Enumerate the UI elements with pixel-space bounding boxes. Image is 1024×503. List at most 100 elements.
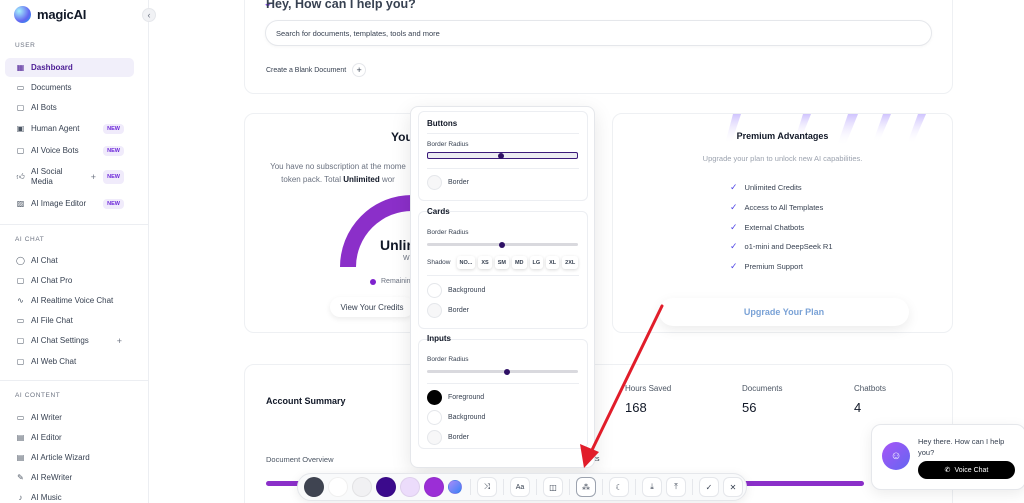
shadow-option-sm[interactable]: SM — [494, 256, 509, 269]
search-input[interactable]: Search for documents, templates, tools a… — [265, 20, 932, 46]
sidebar-item-documents[interactable]: ▭ Documents — [5, 78, 134, 97]
swatch-label: Foreground — [448, 394, 485, 401]
sidebar-item-human-agent[interactable]: ▣ Human Agent NEW — [5, 119, 134, 138]
color-preset-2[interactable] — [328, 477, 348, 497]
thumbs-up-icon: 👍︎ — [16, 172, 25, 181]
shadow-option-xs[interactable]: XS — [478, 256, 492, 269]
sidebar-item-ai-rewriter[interactable]: ✎ AI ReWriter — [5, 468, 134, 487]
legend-dot-icon — [370, 278, 376, 285]
sidebar-item-ai-realtime-voice-chat[interactable]: ∿ AI Realtime Voice Chat — [5, 291, 134, 310]
inputs-background-color[interactable]: Background — [427, 410, 485, 425]
slider-thumb[interactable] — [499, 241, 505, 248]
sidebar-item-ai-social-media[interactable]: 👍︎ AI Social Media + NEW — [5, 164, 134, 190]
color-swatch-icon[interactable] — [427, 390, 442, 405]
color-preset-4[interactable] — [376, 477, 396, 497]
section-label-ai-chat: AI CHAT — [15, 236, 45, 243]
color-preset-5[interactable] — [400, 477, 420, 497]
buttons-border-radius-slider[interactable] — [427, 152, 578, 159]
new-badge: NEW — [103, 198, 124, 209]
web-chat-icon: ▢ — [16, 357, 25, 366]
inputs-foreground-color[interactable]: Foreground — [427, 390, 484, 405]
sidebar-item-label: AI Chat — [31, 256, 58, 265]
buttons-border-color[interactable]: Border — [427, 175, 469, 190]
download-button[interactable]: ⤓ — [642, 477, 662, 497]
font-icon: Aa — [515, 483, 525, 491]
sidebar-item-ai-bots[interactable]: ▢ AI Bots — [5, 98, 134, 117]
chat-pro-icon: ▢ — [16, 276, 25, 285]
sidebar-item-ai-voice-bots[interactable]: ▢ AI Voice Bots NEW — [5, 141, 134, 160]
sidebar-item-ai-file-chat[interactable]: ▭ AI File Chat — [5, 311, 134, 330]
dark-mode-button[interactable]: ☾ — [609, 477, 629, 497]
stat-label-hours-saved: Hours Saved — [625, 384, 672, 393]
logo[interactable]: magicAI — [14, 6, 86, 23]
create-blank-document-label: Create a Blank Document — [266, 66, 347, 74]
color-swatch-icon[interactable] — [427, 410, 442, 425]
sidebar-item-label: AI Chat Settings — [31, 336, 89, 345]
feature-item: ✓ Access to All Templates — [730, 202, 823, 213]
slider-thumb[interactable] — [498, 153, 504, 159]
sidebar-item-label: AI Chat Pro — [31, 276, 73, 285]
shadow-option-lg[interactable]: LG — [529, 256, 544, 269]
components-button[interactable]: ⁂ — [576, 477, 596, 497]
sidebar-item-label: AI Web Chat — [31, 357, 77, 366]
color-swatch-icon[interactable] — [427, 283, 442, 298]
divider — [427, 168, 579, 169]
shadow-option-xl[interactable]: XL — [546, 256, 560, 269]
color-preset-1[interactable] — [304, 477, 324, 497]
sidebar-item-ai-web-chat[interactable]: ▢ AI Web Chat — [5, 352, 134, 371]
view-credits-button[interactable]: View Your Credits — [330, 297, 414, 317]
color-swatch-icon[interactable] — [427, 303, 442, 318]
cards-border-color[interactable]: Border — [427, 303, 469, 318]
inputs-border-radius-slider[interactable] — [427, 368, 578, 375]
shadow-option-md[interactable]: MD — [511, 256, 527, 269]
slider-thumb[interactable] — [504, 368, 510, 375]
sidebar-item-ai-chat-pro[interactable]: ▢ AI Chat Pro — [5, 271, 134, 290]
cards-border-radius-slider[interactable] — [427, 241, 578, 248]
check-icon: ✓ — [705, 482, 713, 492]
chat-settings-icon: ▢ — [16, 336, 25, 345]
shuffle-icon: ⤨ — [483, 482, 491, 491]
close-button[interactable]: ✕ — [723, 477, 743, 497]
premium-subtitle: Upgrade your plan to unlock new AI capab… — [702, 154, 863, 163]
collapse-sidebar-button[interactable]: ‹ — [142, 8, 156, 22]
create-blank-document[interactable]: Create a Blank Document + — [266, 63, 367, 77]
apply-button[interactable]: ✓ — [699, 477, 719, 497]
color-swatch-icon[interactable] — [427, 430, 442, 445]
cards-background-color[interactable]: Background — [427, 283, 485, 298]
upload-button[interactable]: ⤒ — [666, 477, 686, 497]
shadow-option-none[interactable]: NO... — [456, 256, 476, 269]
buttons-section-title: Buttons — [427, 119, 458, 128]
inputs-border-color[interactable]: Border — [427, 430, 469, 445]
color-preset-6[interactable] — [424, 477, 444, 497]
voice-chat-button[interactable]: ✆ Voice Chat — [918, 461, 1015, 479]
check-icon: ✓ — [730, 202, 738, 212]
sidebar-item-ai-music[interactable]: ♪ AI Music — [5, 488, 134, 503]
sidebar-item-ai-chat[interactable]: ◯ AI Chat — [5, 251, 134, 270]
sidebar-item-ai-writer[interactable]: ▭ AI Writer — [5, 408, 134, 427]
swatch-label: Border — [448, 434, 470, 441]
font-button[interactable]: Aa — [510, 477, 530, 497]
shuffle-button[interactable]: ⤨ — [477, 477, 497, 497]
sidebar-item-label: AI Bots — [31, 103, 57, 112]
sidebar-item-ai-editor[interactable]: ▤ AI Editor — [5, 428, 134, 447]
greeting-title: Hey, How can I help you? — [266, 0, 416, 11]
expand-plus-icon[interactable]: + — [90, 172, 96, 182]
expand-plus-icon[interactable]: + — [116, 335, 122, 346]
sidebar-item-ai-chat-settings[interactable]: ▢ AI Chat Settings + — [5, 331, 134, 350]
download-icon: ⤓ — [650, 482, 654, 491]
label-line-1: AI Social — [31, 167, 63, 176]
gradient-swatch-icon[interactable] — [448, 480, 462, 494]
premium-title: Premium Advantages — [736, 131, 829, 141]
inputs-section-title: Inputs — [427, 334, 451, 343]
plus-icon[interactable]: + — [352, 63, 367, 77]
color-swatch-icon[interactable] — [427, 175, 442, 190]
sidebar-item-dashboard[interactable]: ▦ Dashboard — [5, 58, 134, 77]
cards-border-radius-label: Border Radius — [427, 229, 469, 236]
sidebar-item-ai-article-wizard[interactable]: ▤ AI Article Wizard — [5, 448, 134, 467]
cards-section — [418, 211, 588, 329]
layout-button[interactable]: ◫ — [543, 477, 563, 497]
shadow-option-2xl[interactable]: 2XL — [562, 256, 579, 269]
color-preset-3[interactable] — [352, 477, 372, 497]
sidebar-item-ai-image-editor[interactable]: ▨ AI Image Editor NEW — [5, 194, 134, 213]
upgrade-plan-button[interactable]: Upgrade Your Plan — [659, 298, 909, 326]
